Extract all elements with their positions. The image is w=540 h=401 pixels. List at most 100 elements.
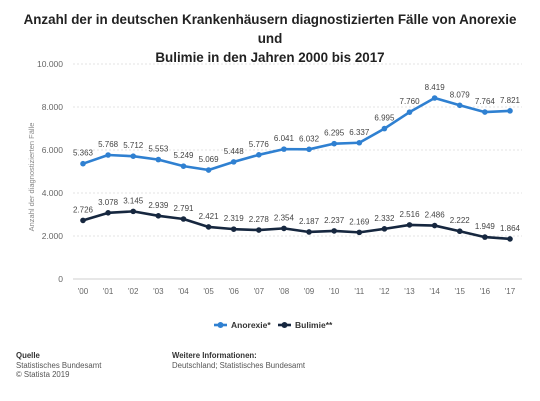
data-label: 6.337 [349,128,370,137]
data-point [406,222,413,228]
x-tick-label: '03 [153,287,164,296]
data-point [155,156,162,163]
data-label: 2.319 [224,214,245,223]
x-tick-label: '10 [329,287,340,296]
data-point [281,146,287,152]
x-tick-label: '11 [354,287,364,296]
y-tick-label: 4.000 [42,188,64,198]
chart-title-line-2: Bulimie in den Jahren 2000 bis 2017 [155,50,385,65]
y-tick-label: 10.000 [37,59,63,69]
data-label: 5.712 [123,141,144,150]
data-point [456,102,463,109]
legend-item[interactable]: Anorexie* [214,320,271,330]
data-point [180,216,187,222]
data-label: 2.421 [199,212,220,221]
data-point [180,163,187,169]
data-point [356,229,363,236]
source-line-1: Statistisches Bundesamt [16,360,102,370]
data-point [256,152,262,158]
x-tick-label: '15 [455,287,466,296]
data-label: 2.332 [374,214,395,223]
y-axis-ticks: 0 2.000 4.000 6.000 8.000 10.000 [37,59,63,284]
x-tick-label: '13 [404,287,415,296]
data-label: 2.791 [173,204,194,213]
source-block: Quelle Statistisches Bundesamt © Statist… [16,351,101,380]
data-label: 8.419 [425,83,446,92]
data-point [482,109,488,115]
x-tick-label: '14 [429,287,440,296]
data-point [230,159,237,165]
data-point [331,228,337,234]
data-label: 3.078 [98,198,119,207]
data-point [205,167,212,173]
info-block: Weitere Informationen: Deutschland; Stat… [172,351,305,370]
data-label: 2.354 [274,213,295,222]
data-point [482,234,488,240]
x-tick-label: '16 [480,287,491,296]
data-point [381,125,388,132]
line-chart: 0 2.000 4.000 6.000 8.000 10.000 Anzahl der d… [27,59,522,330]
x-tick-label: '12 [379,287,390,296]
x-tick-label: '06 [228,287,239,296]
data-point [281,225,287,232]
data-label: 7.764 [475,97,496,106]
data-point [80,160,86,167]
x-tick-label: '00 [78,287,89,296]
data-label: 2.187 [299,217,320,226]
y-tick-label: 0 [58,274,63,284]
legend-label: Anorexie* [231,320,271,330]
series-line [82,210,511,241]
data-point [256,227,262,233]
data-point [80,217,86,224]
data-label: 7.821 [500,96,521,105]
data-label: 2.516 [400,210,421,219]
data-label: 5.363 [73,149,94,158]
x-tick-label: '01 [103,287,114,296]
y-axis-label: Anzahl der diagnostizierten Fälle [27,123,36,232]
data-point [306,146,312,153]
legend-label: Bulimie** [295,320,333,330]
legend-swatch-marker [217,322,224,328]
data-label: 5.448 [224,147,245,156]
data-label: 2.726 [73,205,94,214]
data-label: 5.553 [148,145,169,154]
x-tick-label: '09 [304,287,315,296]
data-point [105,210,111,216]
legend-item[interactable]: Bulimie** [278,320,333,330]
data-label: 2.237 [324,216,345,225]
data-label: 2.278 [249,215,270,224]
series-lines: 5.363 5.768 5.712 5.553 5.249 5.069 5.448 5.776… [73,83,521,242]
x-tick-label: '04 [178,287,189,296]
series-line [82,96,511,172]
data-point [306,229,312,235]
data-point [431,95,438,101]
data-label: 5.768 [98,140,119,149]
info-line-1: Deutschland; Statistisches Bundesamt [172,360,306,370]
data-point [105,152,111,158]
x-tick-label: '08 [279,287,290,296]
data-label: 5.069 [199,155,220,164]
data-point [356,139,363,146]
data-point [381,226,388,232]
data-label: 3.145 [123,196,144,205]
data-label: 1.864 [500,224,521,233]
data-point [507,236,513,242]
x-tick-label: '17 [505,287,516,296]
data-label: 2.939 [148,201,169,210]
data-point [406,109,413,115]
data-label: 6.995 [374,114,395,123]
data-label: 2.169 [349,217,370,226]
y-tick-label: 8.000 [42,102,64,112]
data-label: 5.249 [173,151,194,160]
legend[interactable]: Anorexie* Bulimie** [214,320,333,330]
data-point [155,213,162,219]
data-label: 2.222 [450,216,471,225]
data-point [205,224,212,230]
data-point [331,140,337,147]
legend-swatch-marker [281,322,288,328]
data-point [130,208,137,215]
series-anorexie: 5.363 5.768 5.712 5.553 5.249 5.069 5.448 5.776… [73,83,521,173]
data-label: 8.079 [450,90,471,99]
source-heading: Quelle [16,351,40,360]
data-label: 6.032 [299,134,320,143]
